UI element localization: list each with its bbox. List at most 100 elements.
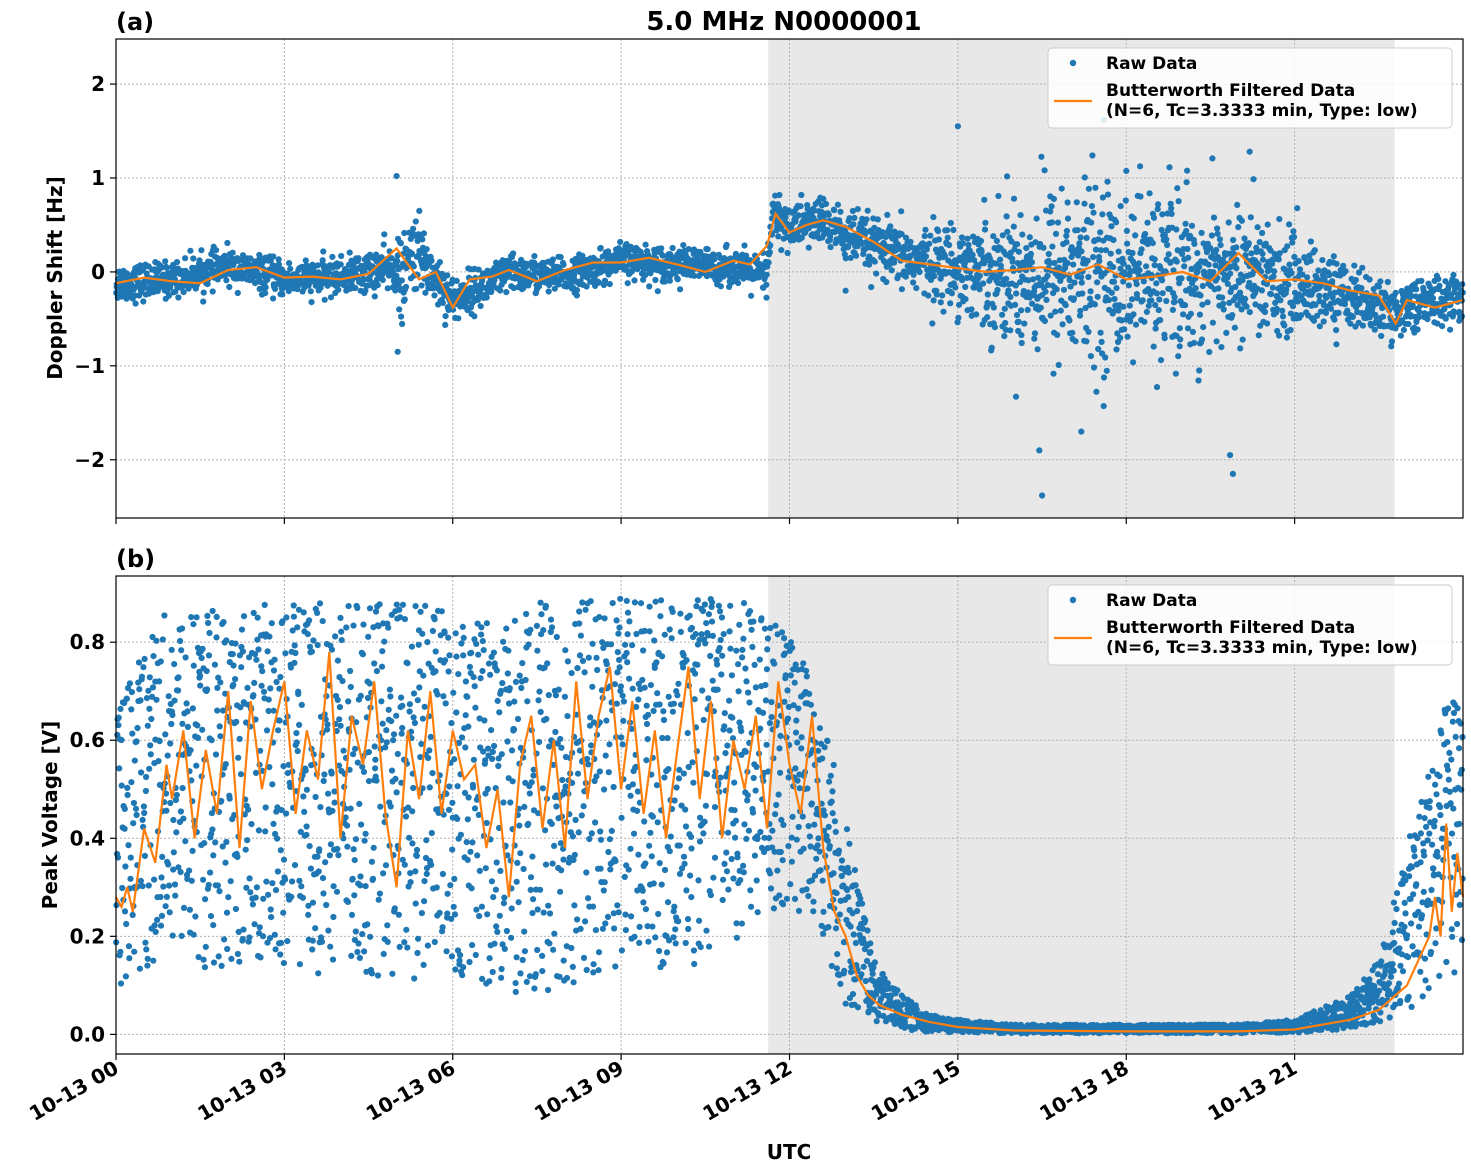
raw-data-point: [588, 830, 595, 837]
raw-data-point: [585, 654, 592, 661]
raw-data-point: [217, 733, 224, 740]
raw-data-point: [464, 693, 471, 701]
raw-data-point: [384, 938, 391, 946]
raw-data-point: [1142, 230, 1149, 238]
raw-data-point: [525, 820, 532, 828]
raw-data-point: [489, 755, 496, 763]
raw-data-point: [526, 790, 533, 797]
raw-data-point: [283, 614, 290, 621]
raw-data-point: [210, 959, 218, 966]
raw-data-point: [569, 833, 577, 840]
raw-data-point: [234, 853, 241, 861]
raw-data-point: [371, 743, 378, 750]
raw-data-point: [669, 244, 676, 252]
raw-data-point: [331, 799, 338, 806]
raw-data-point: [427, 733, 434, 741]
raw-data-point: [824, 226, 831, 233]
raw-data-point: [476, 867, 483, 875]
raw-data-point: [465, 723, 472, 730]
raw-data-point: [969, 251, 976, 259]
raw-data-point: [217, 679, 224, 686]
raw-data-point: [122, 863, 129, 870]
raw-data-point: [422, 289, 429, 296]
raw-data-point: [1030, 276, 1037, 283]
raw-data-point: [1014, 241, 1021, 248]
raw-data-point: [966, 256, 973, 263]
raw-data-point: [767, 242, 774, 249]
raw-data-point: [189, 847, 196, 855]
raw-data-point: [204, 686, 211, 693]
raw-data-point: [378, 698, 385, 705]
raw-data-point: [143, 270, 150, 277]
raw-data-point: [523, 610, 530, 618]
raw-data-point: [182, 838, 189, 845]
raw-data-point: [201, 840, 208, 847]
raw-data-point: [413, 852, 420, 860]
raw-data-point: [389, 970, 396, 977]
raw-data-point: [1031, 335, 1038, 342]
raw-data-point: [175, 687, 182, 694]
raw-data-point: [118, 736, 125, 744]
raw-data-point: [407, 879, 414, 886]
raw-data-point: [133, 811, 140, 819]
raw-data-point: [1156, 296, 1163, 303]
raw-data-point: [180, 815, 187, 822]
raw-data-point: [1003, 275, 1010, 282]
raw-data-point: [1286, 261, 1293, 268]
raw-data-point: [517, 970, 524, 977]
raw-data-point: [871, 258, 878, 265]
raw-data-point: [169, 932, 176, 939]
raw-data-point: [846, 215, 853, 222]
raw-data-point: [346, 249, 353, 256]
raw-data-point: [187, 747, 194, 754]
raw-data-point: [177, 637, 184, 645]
raw-data-point: [236, 958, 243, 965]
raw-data-point: [186, 867, 193, 874]
raw-data-point: [1273, 305, 1280, 312]
raw-data-point: [540, 627, 547, 634]
raw-data-point: [386, 686, 393, 693]
raw-data-point: [1013, 312, 1021, 319]
raw-data-point: [194, 734, 202, 742]
raw-data-point: [336, 716, 343, 723]
raw-data-point: [573, 287, 581, 294]
raw-data-point: [948, 250, 955, 257]
raw-data-point: [1208, 232, 1215, 239]
raw-data-point: [372, 765, 379, 772]
raw-data-point: [601, 615, 608, 622]
raw-data-point: [579, 252, 586, 259]
raw-data-point: [414, 697, 421, 704]
raw-data-point: [1214, 225, 1221, 232]
raw-data-point: [444, 910, 451, 917]
raw-data-point: [1198, 229, 1205, 236]
raw-data-point: [1050, 370, 1057, 377]
raw-data-point: [359, 651, 366, 658]
raw-data-point: [1097, 229, 1104, 236]
raw-data-point: [478, 903, 485, 910]
raw-data-point: [436, 259, 443, 266]
raw-data-point: [993, 237, 1001, 244]
raw-data-point: [1060, 286, 1068, 293]
raw-data-point: [178, 647, 185, 654]
raw-data-point: [275, 261, 282, 268]
raw-data-point: [552, 728, 559, 736]
raw-data-point: [449, 846, 456, 853]
raw-data-point: [1322, 309, 1330, 316]
raw-data-point: [149, 684, 157, 691]
raw-data-point: [378, 663, 386, 670]
raw-data-point: [402, 813, 410, 820]
raw-data-point: [973, 311, 980, 318]
raw-data-point: [1015, 318, 1022, 325]
raw-data-point: [590, 961, 597, 968]
raw-data-point: [1259, 229, 1266, 237]
raw-data-point: [153, 637, 160, 644]
raw-data-point: [511, 698, 518, 705]
raw-data-point: [280, 763, 287, 770]
raw-data-point: [319, 257, 326, 264]
raw-data-point: [262, 284, 269, 291]
raw-data-point: [984, 314, 991, 321]
raw-data-point: [511, 617, 518, 624]
raw-data-point: [1028, 259, 1035, 266]
raw-data-point: [797, 203, 804, 210]
raw-data-point: [443, 948, 450, 955]
